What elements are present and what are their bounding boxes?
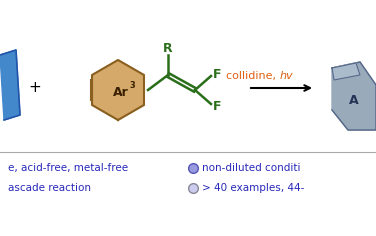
Text: Ar: Ar xyxy=(113,85,129,98)
Text: F: F xyxy=(213,67,221,80)
Text: F: F xyxy=(213,100,221,113)
Text: +: + xyxy=(29,80,41,96)
Text: ascade reaction: ascade reaction xyxy=(8,183,91,193)
Text: R: R xyxy=(163,42,173,55)
Polygon shape xyxy=(332,63,360,80)
Polygon shape xyxy=(0,50,20,120)
Text: > 40 examples, 44-: > 40 examples, 44- xyxy=(202,183,305,193)
Text: A: A xyxy=(349,93,359,106)
Text: collidine,: collidine, xyxy=(226,71,279,81)
Text: hv: hv xyxy=(279,71,293,81)
Polygon shape xyxy=(332,62,376,130)
Text: e, acid-free, metal-free: e, acid-free, metal-free xyxy=(8,163,128,173)
Text: non-diluted conditi: non-diluted conditi xyxy=(202,163,300,173)
Text: 3: 3 xyxy=(129,81,135,90)
Polygon shape xyxy=(92,60,144,120)
